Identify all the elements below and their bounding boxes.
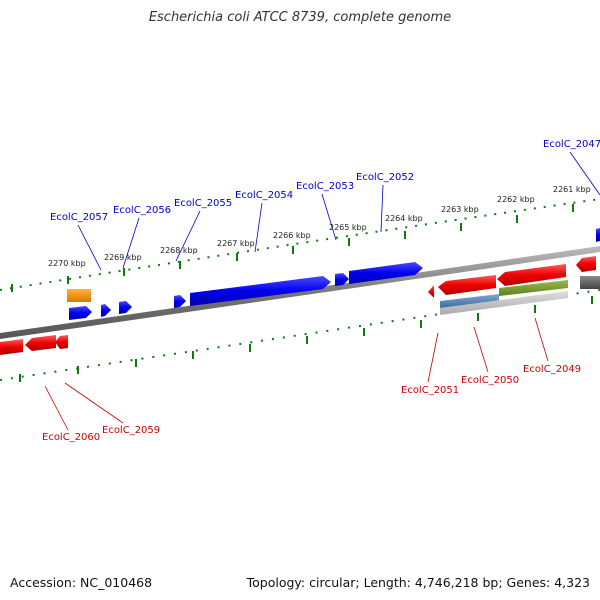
gene-arrow-ecolc-2051-small[interactable] (428, 285, 434, 298)
kbp-label-2265: 2265 kbp (329, 223, 367, 232)
gene-arrow-ecolc-2047[interactable] (596, 228, 600, 242)
forward-genes (67, 228, 600, 320)
kbp-label-2261: 2261 kbp (553, 185, 591, 194)
dark-feature-right[interactable] (580, 276, 600, 289)
genome-backbone (0, 246, 600, 339)
gene-arrow-ecolc-2059[interactable] (55, 335, 68, 349)
topology-text: Topology: circular; Length: 4,746,218 bp… (246, 575, 590, 590)
gene-label-ecolc-2051[interactable]: EcolC_2051 (401, 385, 459, 396)
gene-label-ecolc-2047[interactable]: EcolC_2047 (543, 139, 600, 150)
gene-arrow-ecolc-2051[interactable] (438, 275, 496, 295)
gene-label-ecolc-2050[interactable]: EcolC_2050 (461, 375, 519, 386)
orange-feature[interactable] (67, 289, 91, 302)
outer-major-ticks (11, 204, 574, 292)
gene-label-ecolc-2049[interactable]: EcolC_2049 (523, 364, 581, 375)
reverse-genes (0, 256, 600, 355)
leader-lines-forward (77, 151, 600, 271)
kbp-label-2267: 2267 kbp (217, 239, 255, 248)
gene-label-ecolc-2054[interactable]: EcolC_2054 (235, 190, 293, 201)
gene-label-ecolc-2053[interactable]: EcolC_2053 (296, 181, 354, 192)
gene-label-ecolc-2059[interactable]: EcolC_2059 (102, 425, 160, 436)
gene-arrow-ecolc-2054[interactable] (190, 276, 331, 306)
gene-arrow-ecolc-2060a[interactable] (0, 339, 23, 355)
gene-arrow-right-edge[interactable] (576, 256, 596, 272)
gene-label-ecolc-2057[interactable]: EcolC_2057 (50, 212, 108, 223)
kbp-label-2270: 2270 kbp (48, 259, 86, 268)
kbp-label-2262: 2262 kbp (497, 195, 535, 204)
gene-arrow-ecolc-2056a[interactable] (101, 304, 111, 317)
kbp-label-2264: 2264 kbp (385, 214, 423, 223)
gene-arrow-ecolc-2057[interactable] (69, 306, 92, 320)
gene-label-ecolc-2052[interactable]: EcolC_2052 (356, 172, 414, 183)
olive-feature[interactable] (499, 280, 568, 296)
gene-arrow-ecolc-2050[interactable] (497, 264, 566, 286)
gene-label-ecolc-2056[interactable]: EcolC_2056 (113, 205, 171, 216)
gene-arrow-ecolc-2055[interactable] (174, 295, 186, 308)
gene-label-ecolc-2055[interactable]: EcolC_2055 (174, 198, 232, 209)
grey-feature[interactable] (440, 291, 568, 315)
kbp-label-2266: 2266 kbp (273, 231, 311, 240)
gene-label-ecolc-2060[interactable]: EcolC_2060 (42, 432, 100, 443)
map-title: Escherichia coli ATCC 8739, complete gen… (148, 10, 452, 25)
inner-major-ticks (19, 296, 593, 382)
gene-arrow-ecolc-2052[interactable] (349, 262, 423, 284)
gene-arrow-ecolc-2056b[interactable] (119, 301, 132, 314)
gene-arrow-ecolc-2053[interactable] (335, 273, 349, 286)
kbp-label-2269: 2269 kbp (104, 253, 142, 262)
leader-lines-reverse (44, 317, 549, 431)
kbp-label-2263: 2263 kbp (441, 205, 479, 214)
kbp-label-2268: 2268 kbp (160, 246, 198, 255)
outer-scale-track (0, 198, 600, 291)
steel-feature[interactable] (440, 294, 499, 308)
accession-text: Accession: NC_010468 (10, 575, 153, 590)
gene-arrow-ecolc-2060b[interactable] (25, 335, 56, 351)
